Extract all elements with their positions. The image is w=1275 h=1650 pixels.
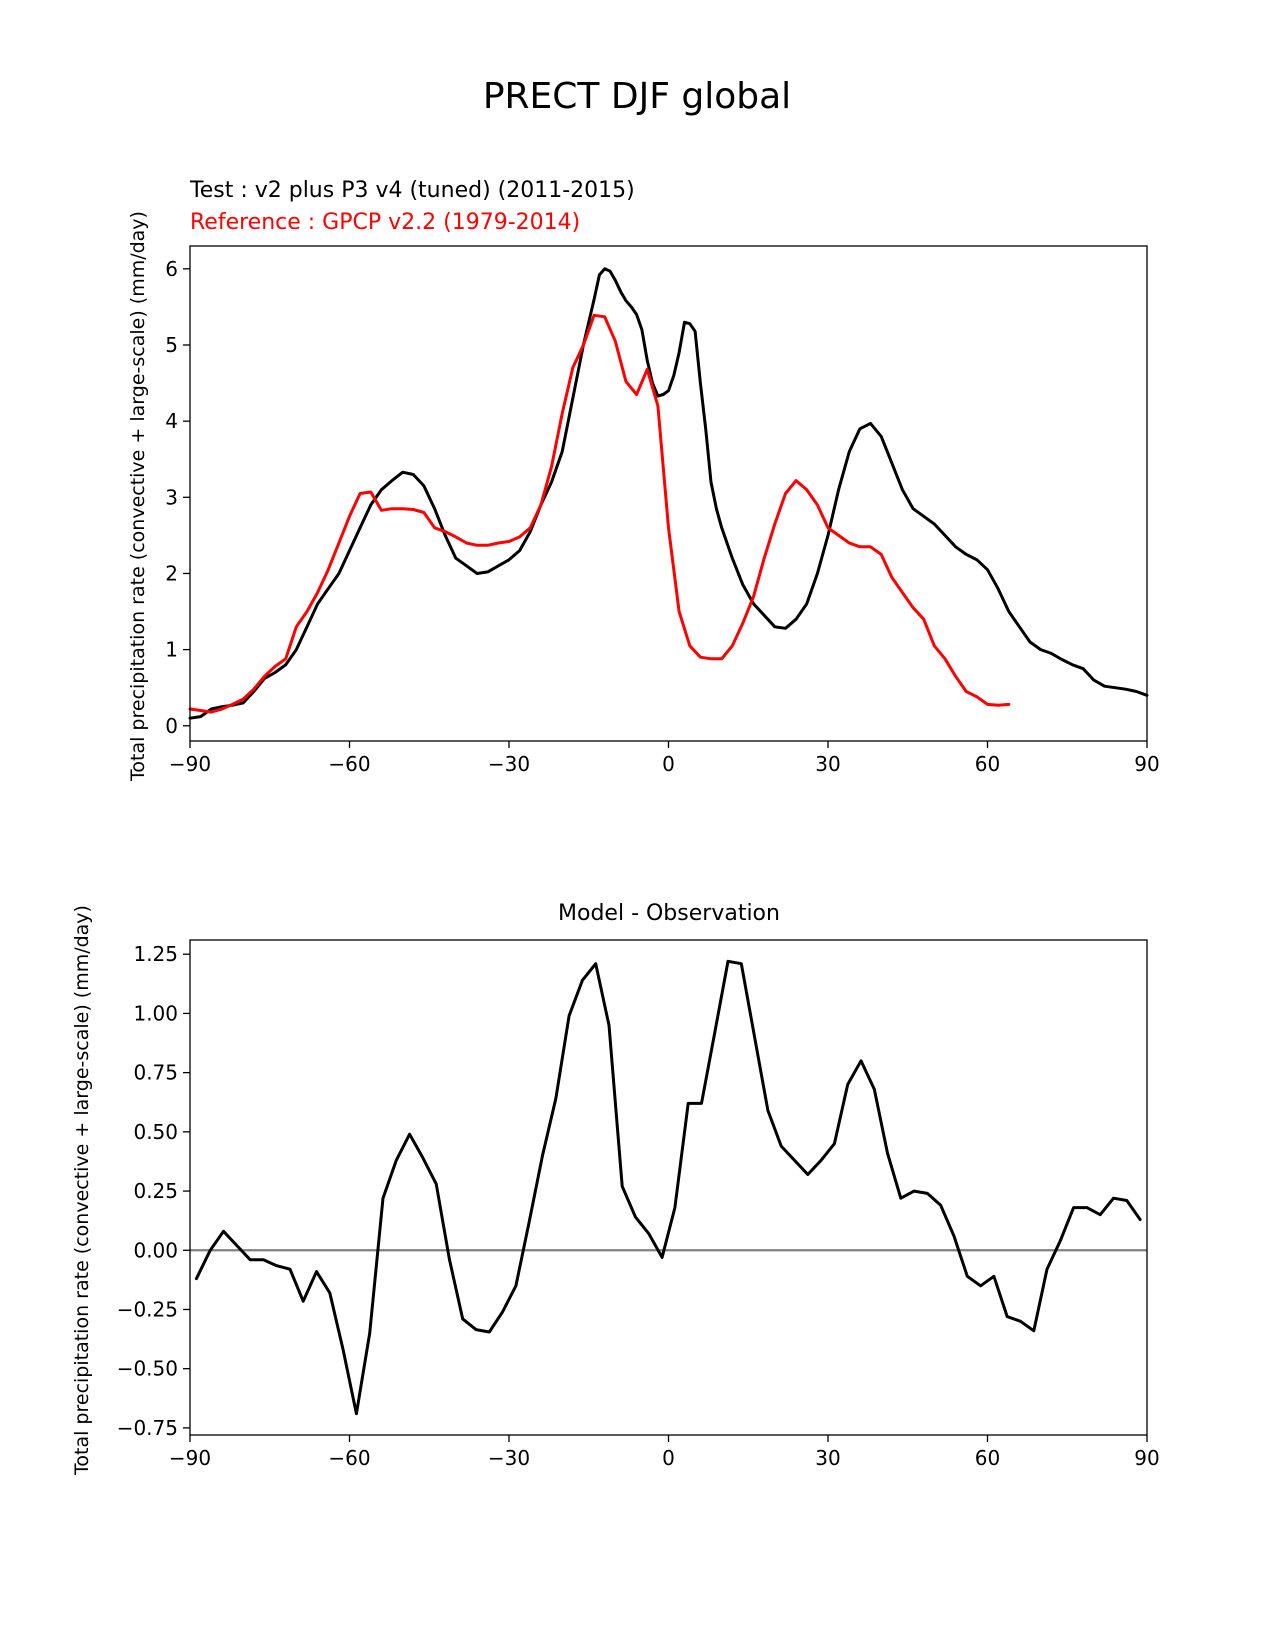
- x-tick-label: −30: [488, 1446, 530, 1470]
- x-tick-label: −90: [169, 1446, 211, 1470]
- x-tick-label: 0: [662, 752, 675, 776]
- x-tick-label: −60: [328, 752, 370, 776]
- x-tick-label: 60: [975, 752, 1000, 776]
- x-tick-label: 90: [1134, 1446, 1159, 1470]
- reference-series-line: [188, 313, 1011, 714]
- y-tick-label: 5: [165, 333, 178, 357]
- y-axis-label: Total precipitation rate (convective + l…: [127, 211, 149, 782]
- y-tick-label: 1.00: [133, 1001, 178, 1025]
- x-tick-label: 30: [815, 752, 840, 776]
- y-tick-label: 6: [165, 257, 178, 281]
- y-tick-label: 4: [165, 409, 178, 433]
- series-layer: [188, 267, 1149, 720]
- reference-title: Reference : GPCP v2.2 (1979-2014): [190, 210, 580, 235]
- x-tick-label: −90: [169, 752, 211, 776]
- difference-title: Model - Observation: [558, 901, 780, 926]
- plot-frame: [189, 245, 1148, 742]
- x-tick-label: −30: [488, 752, 530, 776]
- series-layer: [194, 959, 1142, 1416]
- x-tick-label: −60: [328, 1446, 370, 1470]
- y-tick-label: 3: [165, 485, 178, 509]
- y-axis-ticks: 0 1 2 3 4 5 6: [165, 257, 190, 738]
- y-tick-label: −0.75: [117, 1416, 178, 1440]
- x-tick-label: 0: [662, 1446, 675, 1470]
- test-series-line: [188, 267, 1149, 720]
- y-axis-label: Total precipitation rate (convective + l…: [71, 905, 93, 1476]
- y-tick-label: 0: [165, 714, 178, 738]
- y-tick-label: 0.75: [133, 1061, 178, 1085]
- difference-line-chart: Model - Observation −90 −60 −30 0 30 60 90 1.2…: [71, 901, 1160, 1476]
- test-title: Test : v2 plus P3 v4 (tuned) (2011-2015): [189, 178, 635, 203]
- y-tick-label: 2: [165, 561, 178, 585]
- x-tick-label: 60: [975, 1446, 1000, 1470]
- y-tick-label: −0.25: [117, 1297, 178, 1321]
- precipitation-line-chart: Test : v2 plus P3 v4 (tuned) (2011-2015)…: [127, 178, 1160, 782]
- figure-title: PRECT DJF global: [483, 76, 791, 117]
- y-axis-ticks: 1.25 1.00 0.75 0.50 0.25 0.00 −0.25 −0.50 −0.75: [117, 942, 190, 1440]
- y-tick-label: 0.25: [133, 1179, 178, 1203]
- x-tick-label: 30: [815, 1446, 840, 1470]
- x-axis-ticks: −90 −60 −30 0 30 60 90: [169, 741, 1160, 776]
- y-tick-label: 1: [165, 638, 178, 662]
- y-tick-label: 1.25: [133, 942, 178, 966]
- y-tick-label: 0.00: [133, 1238, 178, 1262]
- y-tick-label: 0.50: [133, 1120, 178, 1144]
- x-tick-label: 90: [1134, 752, 1159, 776]
- difference-series-line: [194, 959, 1142, 1416]
- plot-frame: [189, 939, 1148, 1436]
- y-tick-label: −0.50: [117, 1357, 178, 1381]
- x-axis-ticks: −90 −60 −30 0 30 60 90: [169, 1435, 1160, 1470]
